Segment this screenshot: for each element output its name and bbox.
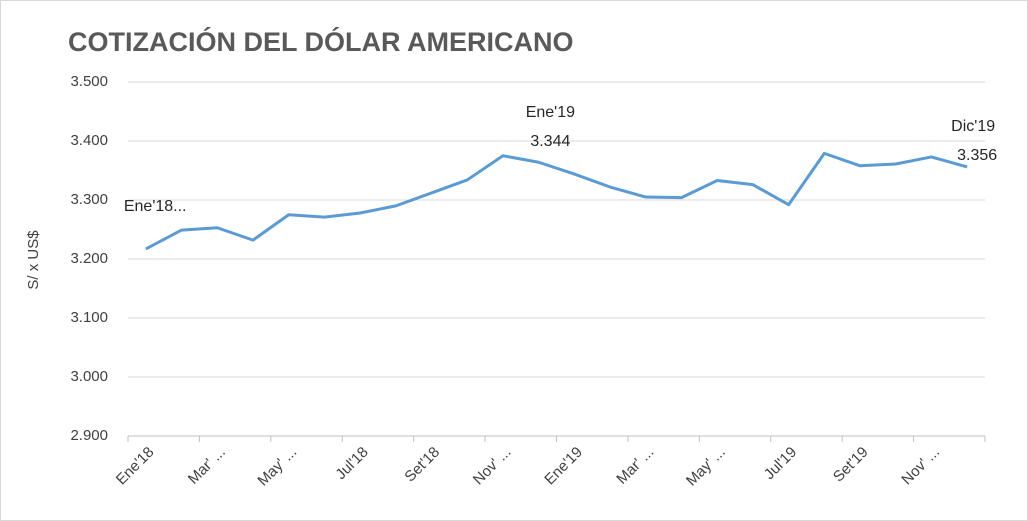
y-tick-label: 3.400 (70, 132, 108, 149)
y-tick-label: 3.300 (70, 191, 108, 208)
y-tick-label: 3.500 (70, 73, 108, 90)
value-label: 3.344 (530, 133, 570, 150)
chart-title: COTIZACIÓN DEL DÓLAR AMERICANO (68, 26, 574, 57)
point-label: Ene'18... (124, 198, 187, 215)
line-series (145, 151, 968, 251)
y-axis-label: S/ x US$ (25, 230, 42, 290)
y-tick-label: 3.100 (70, 309, 108, 326)
value-label: 3.356 (957, 147, 997, 164)
point-label: Dic'19 (951, 118, 995, 135)
y-tick-label: 3.200 (70, 250, 108, 267)
y-tick-label: 3.000 (70, 368, 108, 385)
y-tick-label: 2.900 (70, 427, 108, 444)
point-label: Ene'19 (526, 104, 575, 121)
